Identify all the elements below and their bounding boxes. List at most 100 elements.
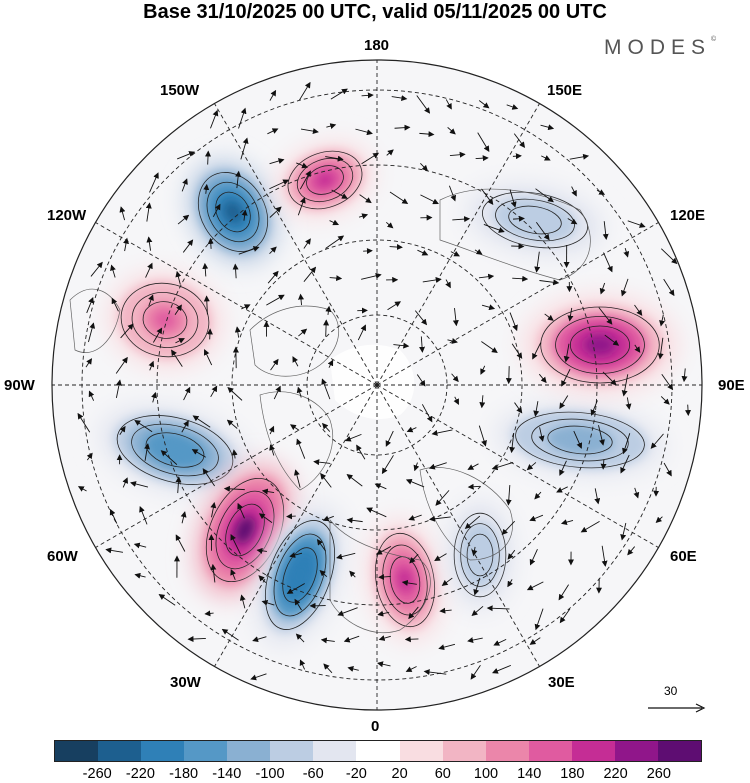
wind-arrow [145, 202, 152, 222]
wind-arrow [532, 342, 542, 360]
contour-line [515, 411, 645, 469]
wind-arrow [571, 186, 577, 197]
brand-mark: © [711, 36, 717, 43]
wind-arrow [478, 273, 495, 280]
wind-arrow [558, 584, 569, 601]
wind-arrow [330, 88, 348, 100]
wind-arrow [111, 297, 119, 312]
wind-arrow [299, 170, 311, 190]
wind-arrow [346, 474, 363, 487]
contour-line [265, 520, 335, 630]
wind-arrow [175, 270, 182, 285]
wind-vectors [77, 81, 692, 681]
wind-arrow [258, 575, 267, 584]
wind-arrow [239, 594, 246, 609]
contour-line [460, 523, 500, 587]
wind-arrow [599, 282, 606, 295]
wind-arrow [467, 637, 483, 643]
wind-arrow [191, 449, 206, 458]
wind-arrow [160, 450, 178, 465]
wind-arrow [634, 304, 643, 316]
wind-arrow [408, 606, 419, 620]
reference-vector-label: 30 [664, 684, 678, 698]
wind-arrow [337, 607, 358, 617]
wind-arrow [323, 319, 330, 337]
wind-arrow [386, 149, 394, 156]
wind-arrow [292, 356, 299, 367]
wind-arrow [603, 252, 613, 273]
wind-arrow [77, 412, 91, 433]
wind-arrow [269, 206, 282, 218]
wind-arrow [293, 469, 301, 488]
colorbar-swatch [313, 741, 357, 761]
wind-arrow [477, 132, 490, 152]
colorbar-tick-label: 60 [434, 766, 451, 782]
wind-arrow [507, 549, 516, 560]
anomaly-blob [465, 183, 605, 257]
contour-line [375, 532, 435, 628]
contour-line [389, 556, 421, 604]
wind-arrow [621, 374, 629, 397]
wind-arrow [230, 568, 236, 580]
lon-label-150w: 150W [160, 82, 200, 99]
wind-arrow [269, 179, 290, 190]
wind-arrow [207, 237, 214, 249]
wind-arrow [241, 304, 251, 310]
wind-arrow [269, 158, 285, 165]
colorbar-tick-label: 20 [391, 766, 408, 782]
wind-arrow [391, 95, 408, 102]
wind-arrow [492, 664, 512, 674]
wind-arrow [88, 390, 95, 401]
lon-label-60w: 60W [47, 548, 78, 565]
wind-arrow [663, 278, 675, 297]
wind-arrow [323, 663, 333, 674]
wind-arrow [478, 425, 487, 447]
wind-arrow [223, 485, 245, 492]
wind-arrow [109, 508, 118, 524]
wind-arrow [296, 386, 303, 398]
wind-arrow [212, 203, 221, 217]
lon-label-90e: 90E [718, 377, 745, 394]
contour-line [282, 547, 318, 603]
colorbar-swatch [270, 741, 314, 761]
wind-arrow [321, 378, 331, 400]
wind-arrow [685, 404, 692, 417]
wind-arrow [336, 552, 356, 560]
meridian-line [376, 384, 659, 548]
wind-arrow [267, 128, 279, 135]
wind-arrow [374, 483, 387, 490]
wind-arrow [560, 519, 574, 526]
wind-arrow [120, 323, 134, 339]
wind-arrow [361, 92, 374, 99]
contour-line [296, 157, 354, 203]
contour-line [482, 191, 588, 249]
contour-line [287, 150, 363, 210]
colorbar-swatch [356, 741, 400, 761]
lon-label-150e: 150E [547, 82, 583, 99]
brand-text: MODES [604, 36, 712, 59]
contour-line [120, 282, 210, 358]
wind-arrow [329, 275, 343, 282]
colorbar-tick-label: 220 [603, 766, 628, 782]
colorbar-swatch [184, 741, 228, 761]
wind-arrow [151, 391, 157, 403]
wind-arrow [414, 310, 428, 326]
wind-arrow [267, 270, 279, 284]
wind-arrow [452, 307, 459, 327]
wind-arrow [105, 547, 124, 554]
wind-arrow [286, 583, 305, 594]
wind-arrow [620, 522, 627, 541]
wind-arrow [321, 422, 331, 432]
wind-arrow [357, 324, 366, 341]
wind-arrow [205, 150, 212, 165]
wind-arrow [180, 511, 187, 524]
wind-arrow [230, 533, 241, 555]
contour-line [206, 181, 260, 243]
colorbar-ticks: -260 -220 -180 -140 -100 -60 -20 20 60 100 140 180 2… [54, 766, 702, 783]
wind-arrow [405, 666, 417, 672]
wind-arrow [77, 486, 87, 492]
wind-arrow [663, 462, 672, 477]
meridian-line [95, 222, 378, 386]
lon-label-180: 180 [364, 37, 390, 54]
